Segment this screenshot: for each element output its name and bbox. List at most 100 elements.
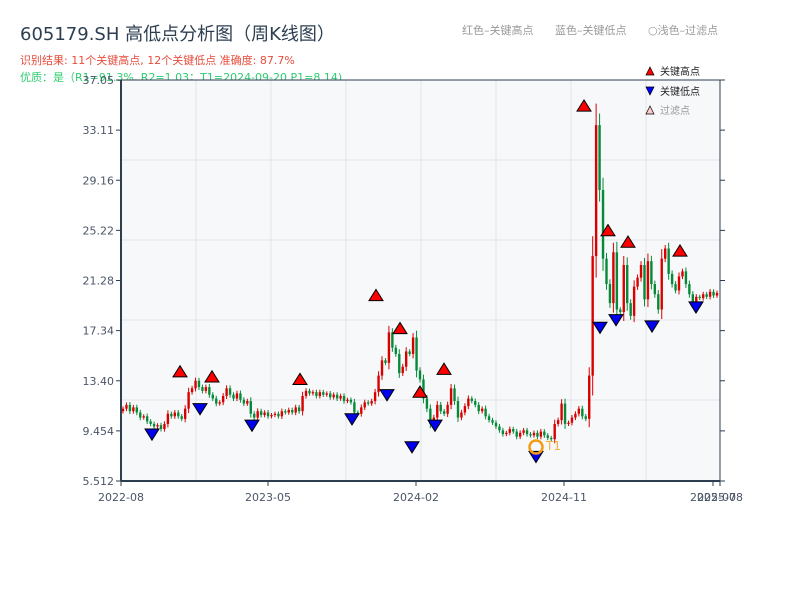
candle-body — [204, 387, 208, 391]
candle-body — [145, 416, 149, 422]
candle-body — [411, 337, 415, 355]
candle-body — [287, 409, 290, 413]
key-low-marker — [592, 321, 608, 335]
candle-body — [556, 420, 560, 424]
y-tick-label: 29.16 — [83, 174, 115, 187]
candle-body — [366, 402, 370, 404]
candle-body — [691, 294, 695, 302]
candle-body — [363, 402, 366, 408]
candle-body — [301, 395, 304, 412]
candle-body — [480, 408, 484, 412]
y-tick-label: 33.11 — [83, 124, 115, 137]
candle-body — [619, 309, 622, 313]
candle-body — [215, 398, 218, 404]
candle-body — [581, 408, 584, 417]
candle-body — [128, 404, 132, 412]
color-legend: 红色–关键高点 蓝色–关键低点 ○浅色–过滤点 — [462, 22, 718, 38]
candle-body — [139, 412, 142, 418]
candle-body — [294, 407, 297, 413]
candle-body — [322, 392, 325, 395]
candle-body — [353, 402, 356, 413]
key-low-marker — [427, 419, 443, 433]
candle-body — [670, 273, 674, 285]
candle-body — [688, 284, 691, 295]
legend-symbol-triangle-down-icon — [645, 86, 655, 96]
candle-body — [125, 404, 128, 409]
candle-body — [639, 265, 643, 278]
candle-body — [615, 252, 619, 310]
candle-body — [487, 416, 491, 421]
candle-body — [297, 407, 301, 412]
candle-body — [463, 406, 467, 413]
key-low-marker — [244, 419, 260, 433]
y-tick-label: 17.34 — [83, 325, 115, 338]
legend-blue-text: 蓝色–关键低点 — [555, 24, 627, 37]
candle-body — [608, 284, 612, 304]
candle-body — [484, 408, 487, 417]
candle-body — [418, 370, 422, 380]
candle-body — [311, 392, 315, 394]
candle-body — [550, 437, 553, 440]
candle-body — [708, 291, 712, 297]
candle-body — [612, 252, 615, 304]
candle-body — [177, 412, 180, 417]
candle-body — [494, 422, 498, 427]
candle-body — [225, 388, 228, 396]
candle-body — [349, 399, 353, 403]
candle-body — [190, 388, 194, 393]
candle-body — [384, 360, 387, 363]
candle-body — [570, 417, 574, 423]
candle-body — [460, 412, 463, 418]
candle-body — [605, 258, 608, 285]
candle-body — [553, 423, 556, 440]
candle-body — [698, 296, 701, 299]
key-low-marker — [608, 314, 624, 327]
t1-label: T1 — [545, 439, 561, 453]
candle-body — [401, 366, 404, 374]
candle-body — [536, 432, 539, 437]
key-high-marker — [600, 223, 616, 237]
candle-body — [574, 413, 577, 418]
axes: 5.512 9.454 13.40 17.34 21.28 25.22 29.16 33.11… — [83, 74, 743, 504]
candle-body — [512, 429, 515, 432]
key-low-marker — [192, 403, 208, 416]
key-low-marker — [688, 301, 704, 315]
candle-body — [149, 421, 152, 424]
candle-body — [532, 432, 536, 436]
candle-body — [239, 393, 242, 400]
key-low-marker — [644, 320, 660, 334]
key-high-marker — [620, 235, 636, 248]
candle-body — [211, 394, 214, 399]
candle-body — [391, 332, 394, 348]
key-high-marker — [672, 243, 688, 257]
candle-body — [467, 398, 470, 407]
candle-body — [505, 432, 508, 435]
candle-body — [380, 360, 384, 376]
x-tick-label: 2025-08 — [697, 491, 743, 504]
x-tick-label: 2024-11 — [541, 491, 587, 504]
candle-body — [626, 265, 629, 304]
candle-body — [121, 408, 125, 412]
candle-body — [681, 271, 684, 277]
key-high-marker — [436, 362, 452, 375]
candle-body — [653, 284, 657, 295]
candle-body — [525, 430, 529, 435]
candle-body — [315, 392, 318, 396]
candle-body — [339, 395, 342, 399]
x-tick-label: 2023-05 — [245, 491, 291, 504]
candle-body — [622, 265, 625, 313]
result-summary: 识别结果: 11个关键高点, 12个关键低点 准确度: 87.7% — [20, 54, 295, 67]
x-tick-label: 2022-08 — [98, 491, 144, 504]
candle-body — [335, 394, 339, 399]
candle-body — [356, 412, 360, 414]
candle-body — [415, 337, 418, 371]
legend-light-text: ○浅色–过滤点 — [648, 24, 719, 37]
candle-body — [577, 408, 581, 414]
legend-red-text: 红色–关键高点 — [462, 24, 534, 37]
candle-body — [588, 375, 591, 419]
candle-body — [370, 401, 373, 404]
key-high-marker — [576, 99, 592, 112]
candle-body — [173, 412, 177, 417]
